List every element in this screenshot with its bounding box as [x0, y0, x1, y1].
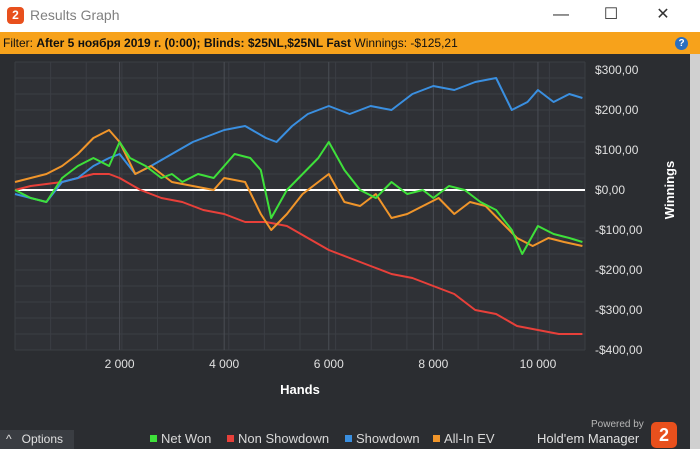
- y-axis-label: Winnings: [662, 161, 677, 219]
- brand-logo-icon: 2: [651, 422, 677, 448]
- legend-net-won[interactable]: Net Won: [150, 431, 211, 446]
- x-axis-label: Hands: [280, 382, 320, 397]
- results-graph-chart: 2 000 4 000 6 000 8 000 10 000 $300,00 $200,00…: [14, 61, 677, 397]
- winnings-value: -$125,21: [410, 36, 458, 50]
- grid-lines: [14, 61, 586, 351]
- app-logo-icon: 2: [7, 7, 24, 24]
- x-tick-label: 10 000: [520, 357, 557, 371]
- x-tick-label: 6 000: [314, 357, 344, 371]
- legend-label: Net Won: [161, 431, 212, 446]
- series-layer: [14, 77, 583, 335]
- legend-swatch: [345, 435, 352, 442]
- legend-swatch: [150, 435, 157, 442]
- filter-value: After 5 ноября 2019 г. (0:00); Blinds: $…: [36, 36, 352, 50]
- y-tick-label: -$400,00: [595, 343, 643, 357]
- y-tick-label: $100,00: [595, 143, 639, 157]
- chevron-up-icon: ^: [6, 432, 12, 446]
- help-icon[interactable]: ?: [675, 37, 688, 50]
- x-tick-label: 2 000: [105, 357, 135, 371]
- filter-label: Filter:: [3, 36, 33, 50]
- series-line-all-in-ev: [14, 129, 583, 247]
- legend-non-showdown[interactable]: Non Showdown: [227, 431, 329, 446]
- y-tick-label: $300,00: [595, 63, 639, 77]
- y-tick-label: -$300,00: [595, 303, 643, 317]
- window-title: Results Graph: [30, 7, 120, 23]
- winnings-label: Winnings:: [354, 36, 408, 50]
- series-line-net-won: [14, 141, 583, 255]
- x-tick-label: 8 000: [418, 357, 448, 371]
- options-button[interactable]: ^ Options: [0, 430, 74, 449]
- close-button[interactable]: ✕: [656, 6, 670, 23]
- title-bar: 2 Results Graph — ☐ ✕: [0, 0, 700, 32]
- legend-swatch: [433, 435, 440, 442]
- legend-label: Non Showdown: [238, 431, 330, 446]
- legend-showdown[interactable]: Showdown: [345, 431, 420, 446]
- y-tick-label: -$100,00: [595, 223, 643, 237]
- legend-label: All-In EV: [444, 431, 495, 446]
- legend-swatch: [227, 435, 234, 442]
- y-tick-label: $200,00: [595, 103, 639, 117]
- y-tick-label: $0,00: [595, 183, 625, 197]
- maximize-button[interactable]: ☐: [603, 6, 619, 23]
- brand-name: Hold'em Manager: [537, 431, 640, 446]
- powered-by-text: Powered by: [591, 419, 644, 430]
- legend-all-in-ev[interactable]: All-In EV: [433, 431, 495, 446]
- filter-bar: Filter: After 5 ноября 2019 г. (0:00); B…: [0, 32, 700, 54]
- y-tick-label: -$200,00: [595, 263, 643, 277]
- legend-label: Showdown: [356, 431, 420, 446]
- options-label: Options: [21, 432, 63, 446]
- tick-labels: 2 000 4 000 6 000 8 000 10 000 $300,00 $200,00…: [105, 63, 643, 371]
- x-tick-label: 4 000: [209, 357, 239, 371]
- background-window-edge: [690, 54, 700, 449]
- minimize-button[interactable]: —: [553, 6, 569, 23]
